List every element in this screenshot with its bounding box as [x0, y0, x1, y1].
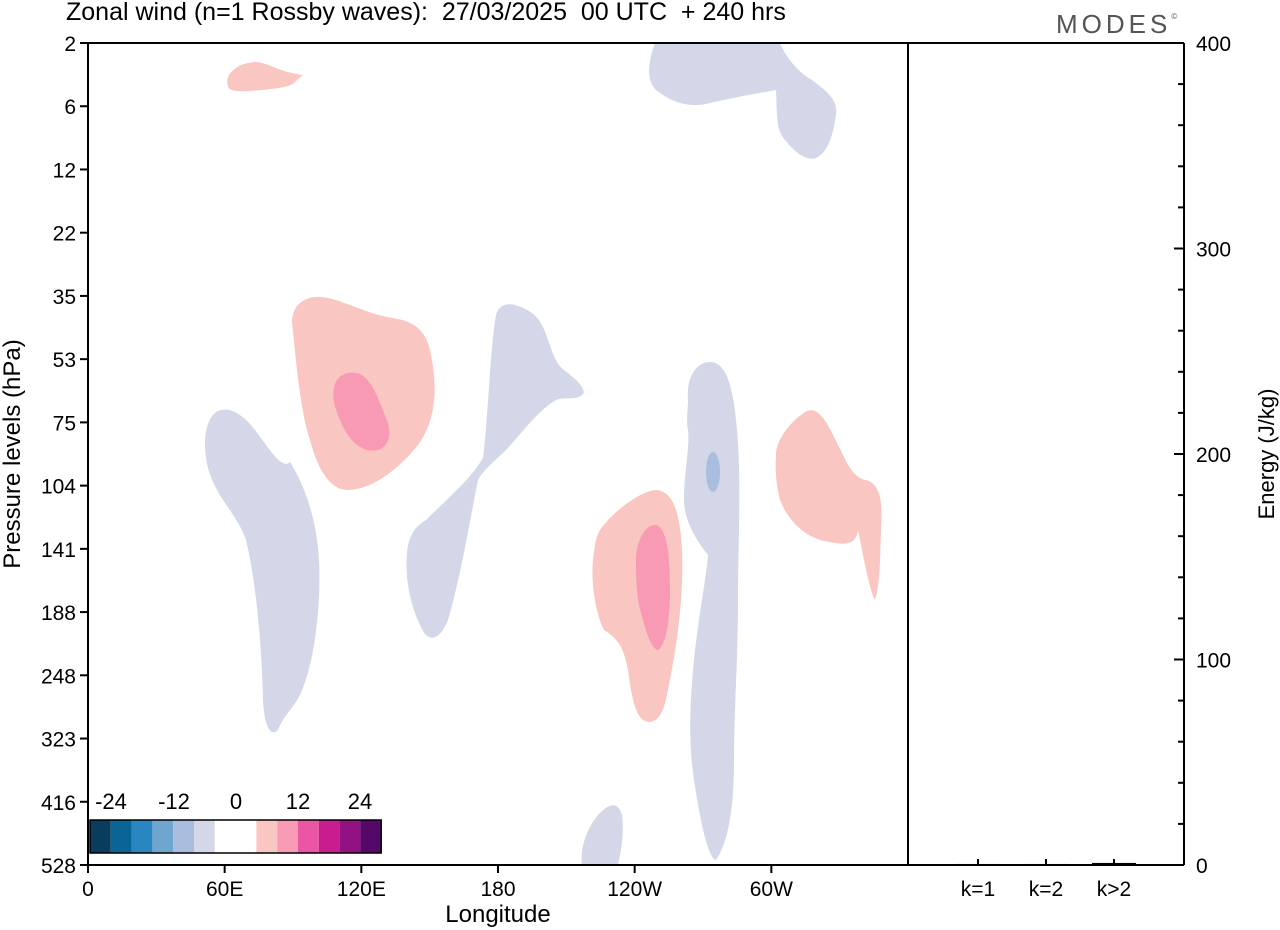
modes-logo: MODES©: [1056, 9, 1177, 40]
colorbar-swatch: [152, 820, 174, 853]
energy-bar: [1092, 862, 1136, 865]
y-tick-label: 188: [41, 602, 76, 625]
colorbar-swatch: [131, 820, 153, 853]
x-tick-label: 60W: [750, 878, 793, 901]
y-tick-label: 22: [53, 223, 76, 246]
contour-layer: [205, 43, 882, 865]
energy-panel: 0 100 200 300 400 k=1 k=2 k>2: [956, 33, 1231, 901]
x-tick-label: 120W: [607, 878, 662, 901]
colorbar-swatch: [277, 820, 298, 853]
colorbar-swatch: [318, 820, 340, 853]
energy-category-label: k=2: [1029, 878, 1063, 901]
energy-tick-label: 200: [1196, 444, 1231, 467]
y-tick-label: 2: [64, 33, 76, 56]
contour-negative-weak: [684, 362, 740, 860]
energy-bar: [1024, 863, 1068, 865]
energy-tick-label: 0: [1196, 855, 1208, 878]
colorbar-label: -24: [95, 789, 127, 814]
y-tick-label: 35: [53, 286, 76, 309]
contour-positive-weak: [775, 410, 882, 600]
x-tick-label: 180: [480, 878, 515, 901]
energy-bar: [956, 863, 1000, 865]
colorbar-label: -12: [158, 789, 190, 814]
energy-tick-label: 400: [1196, 33, 1231, 56]
colorbar-swatch: [90, 820, 111, 853]
colorbar-label: 0: [230, 789, 242, 814]
y-tick-label: 416: [41, 792, 76, 815]
colorbar-swatch: [214, 820, 236, 853]
energy-tick-label: 300: [1196, 239, 1231, 262]
colorbar: -24 -12 0 12 24: [89, 789, 382, 854]
x-axis-label: Longitude: [445, 901, 550, 928]
y-axis-label: Pressure levels (hPa): [0, 339, 26, 568]
brand-text: MODES: [1056, 9, 1172, 39]
energy-category-label: k=1: [961, 878, 995, 901]
x-tick-label: 0: [82, 878, 94, 901]
contour-negative-weak: [581, 805, 623, 865]
contour-negative-moderate: [706, 452, 720, 492]
contour-positive-moderate: [636, 524, 670, 650]
colorbar-swatch: [256, 820, 278, 853]
x-axis-ticks: 0 60E 120E 180 120W 60W: [82, 865, 793, 901]
brand-mark: ©: [1171, 12, 1178, 21]
y-tick-label: 528: [41, 855, 76, 878]
colorbar-swatch: [339, 820, 361, 853]
y-tick-label: 141: [41, 539, 76, 562]
y-tick-label: 323: [41, 729, 76, 752]
y-tick-label: 75: [53, 412, 76, 435]
colorbar-swatch: [110, 820, 132, 853]
energy-axis-label: Energy (J/kg): [1254, 389, 1279, 520]
y-tick-label: 248: [41, 665, 76, 688]
y-tick-label: 104: [41, 476, 76, 499]
contour-positive-weak: [227, 62, 303, 92]
x-tick-label: 120E: [337, 878, 386, 901]
colorbar-label: 12: [286, 789, 310, 814]
y-tick-label: 12: [53, 159, 76, 182]
energy-tick-label: 100: [1196, 650, 1231, 673]
y-tick-label: 6: [64, 96, 76, 119]
contour-negative-weak: [205, 409, 320, 733]
colorbar-swatch: [194, 820, 215, 853]
contour-negative-weak: [406, 304, 584, 638]
colorbar-swatch: [173, 820, 194, 853]
chart-title: Zonal wind (n=1 Rossby waves): 27/03/202…: [66, 0, 786, 26]
y-axis-ticks: 2 6 12 22 35 53 75 104 141 188 248 323 416 528: [41, 33, 88, 878]
colorbar-label: 24: [348, 789, 372, 814]
colorbar-swatch: [360, 820, 382, 853]
x-tick-label: 60E: [206, 878, 243, 901]
energy-category-label: k>2: [1097, 878, 1131, 901]
contour-positive-moderate: [333, 372, 390, 451]
colorbar-border: [89, 819, 382, 854]
y-tick-label: 53: [53, 349, 76, 372]
colorbar-swatch: [235, 820, 257, 853]
contour-negative-weak: [649, 43, 837, 159]
colorbar-swatch: [298, 820, 319, 853]
